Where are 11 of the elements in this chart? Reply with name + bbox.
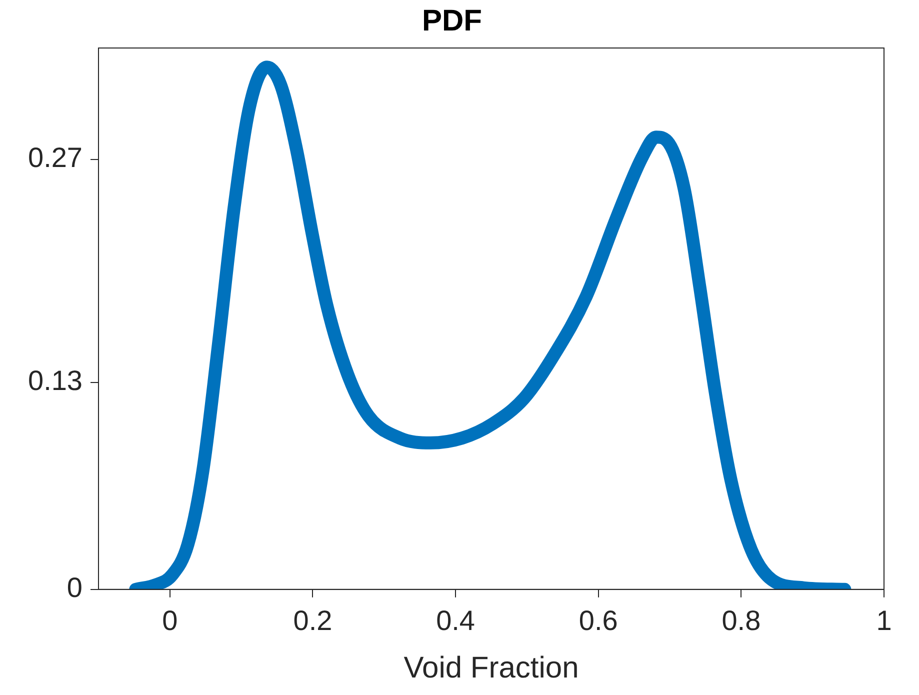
chart-title: PDF (422, 4, 482, 38)
x-tick-label: 0 (162, 604, 178, 636)
x-tick-label: 0.6 (578, 604, 618, 636)
y-tick-label: 0 (66, 572, 82, 604)
x-tick-label: 0.2 (293, 604, 332, 636)
x-tick-label: 0.8 (722, 604, 761, 636)
x-axis-title: Void Fraction (404, 651, 579, 684)
y-tick-label: 0.27 (28, 142, 82, 174)
x-tick-label: 1 (876, 604, 892, 636)
x-tick-label: 0.4 (436, 604, 476, 636)
y-tick-label: 0.13 (28, 365, 82, 396)
